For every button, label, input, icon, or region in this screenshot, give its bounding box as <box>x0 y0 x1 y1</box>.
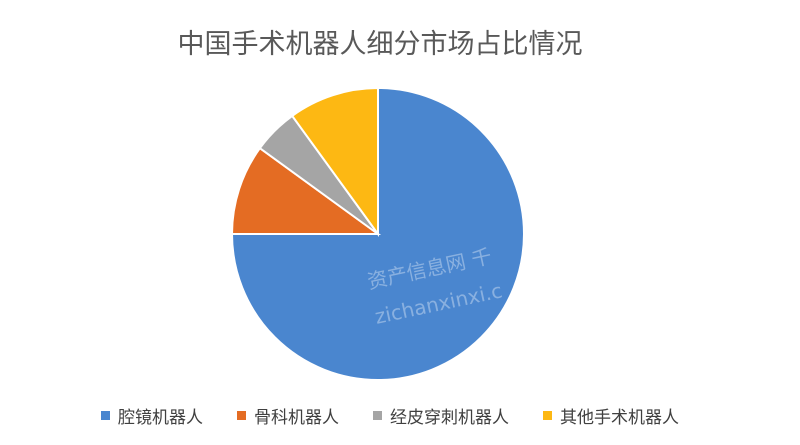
chart-title: 中国手术机器人细分市场占比情况 <box>177 29 583 60</box>
legend-item: 骨科机器人 <box>237 403 339 428</box>
legend-item: 腔镜机器人 <box>101 403 203 428</box>
legend-item: 经皮穿刺机器人 <box>373 403 509 428</box>
legend-swatch <box>373 411 382 420</box>
legend-label: 腔镜机器人 <box>118 408 203 428</box>
legend-label: 其他手术机器人 <box>560 408 679 428</box>
legend-swatch <box>101 411 110 420</box>
legend-item: 其他手术机器人 <box>543 403 679 428</box>
legend: 腔镜机器人 骨科机器人 经皮穿刺机器人 其他手术机器人 <box>0 403 780 428</box>
legend-swatch <box>543 411 552 420</box>
legend-label: 骨科机器人 <box>254 408 339 428</box>
legend-label: 经皮穿刺机器人 <box>390 408 509 428</box>
legend-swatch <box>237 411 246 420</box>
pie-slice-3 <box>290 86 379 238</box>
pie-slice-1 <box>230 146 382 235</box>
